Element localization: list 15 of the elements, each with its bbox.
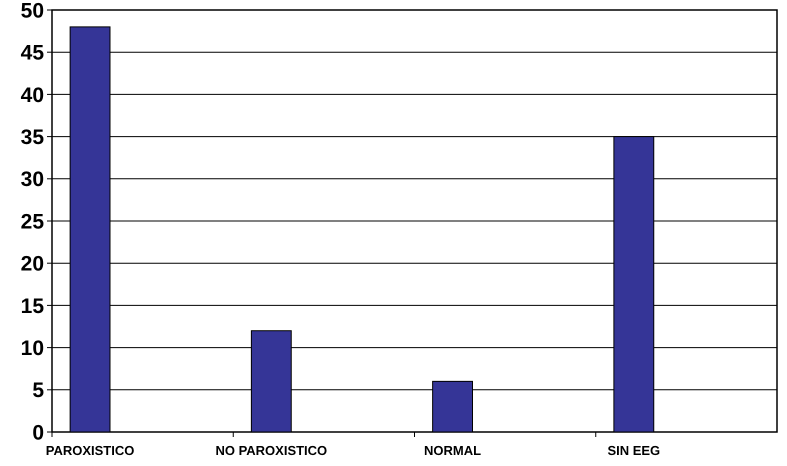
y-tick-label: 50	[20, 0, 44, 22]
x-tick-label: SIN EEG	[607, 443, 660, 458]
y-tick-label: 35	[20, 126, 44, 149]
y-tick-label: 5	[32, 379, 44, 402]
y-tick-label: 40	[20, 84, 44, 107]
y-tick-label: 10	[20, 336, 44, 360]
y-tick-label: 20	[20, 252, 44, 276]
y-tick-label: 0	[32, 421, 44, 444]
x-tick-label: NO PAROXISTICO	[215, 443, 328, 458]
y-tick-label: 45	[20, 42, 44, 65]
y-tick-label: 15	[20, 294, 44, 318]
x-tick-label: PAROXISTICO	[46, 443, 134, 458]
y-tick-label: 25	[20, 210, 44, 234]
y-tick-label: 30	[20, 168, 44, 192]
x-tick-label: NORMAL	[424, 443, 482, 458]
